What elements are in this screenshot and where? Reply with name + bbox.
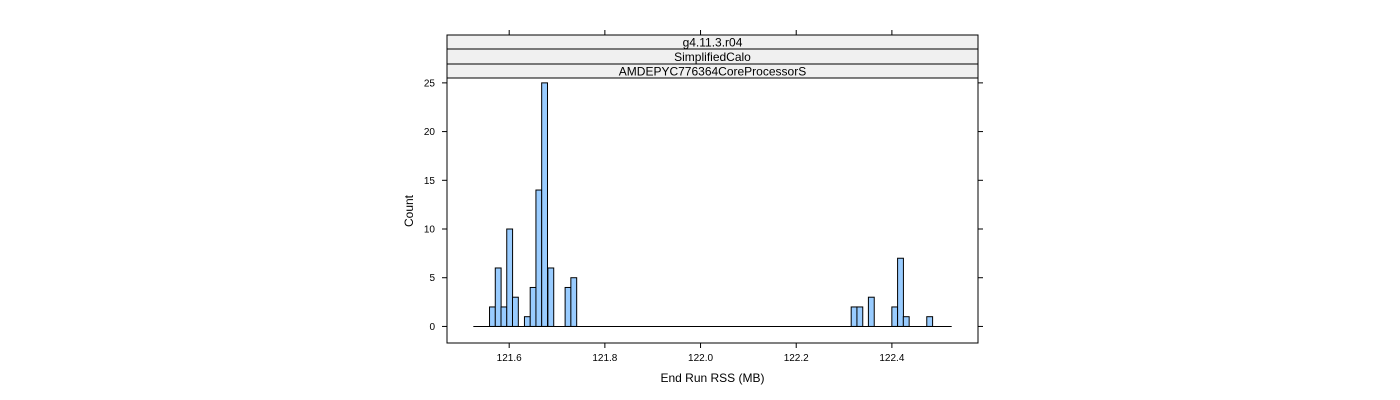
y-axis-label: Count xyxy=(402,194,416,227)
histogram-bar xyxy=(506,228,514,327)
histogram-bars xyxy=(489,82,934,327)
y-tick-label: 10 xyxy=(424,225,436,236)
y-tick-label: 25 xyxy=(424,78,436,89)
x-tick-label: 121.6 xyxy=(497,353,522,364)
histogram-bar xyxy=(564,286,572,327)
x-axis-label: End Run RSS (MB) xyxy=(660,371,764,385)
x-tick-label: 122.0 xyxy=(688,353,713,364)
x-tick-label: 122.4 xyxy=(879,353,904,364)
strip-header: g4.11.3.r04 SimplifiedCalo AMDEPYC776364… xyxy=(446,34,979,79)
y-tick-label: 20 xyxy=(424,127,436,138)
histogram-bar xyxy=(500,306,508,327)
strip-1-label: g4.11.3.r04 xyxy=(683,36,743,50)
histogram-bar xyxy=(902,316,910,327)
histogram-bar xyxy=(529,286,537,327)
y-tick-label: 5 xyxy=(429,273,435,284)
histogram-bar xyxy=(891,306,899,327)
histogram-bar xyxy=(867,296,875,327)
histogram-bar xyxy=(511,296,519,327)
histogram-bar xyxy=(535,189,543,327)
histogram-bar xyxy=(926,316,934,327)
histogram-bar xyxy=(489,306,496,327)
histogram-bar xyxy=(523,316,531,327)
x-tick-label: 122.2 xyxy=(784,353,809,364)
x-tick-label: 121.8 xyxy=(592,353,617,364)
axes-ticks: 121.6 121.8 122.0 122.2 122.4 0 5 10 15 20 25 xyxy=(424,30,983,364)
histogram-bar xyxy=(494,267,502,327)
histogram-bar xyxy=(850,306,858,327)
y-tick-label: 0 xyxy=(429,322,435,333)
histogram-bar xyxy=(570,277,578,327)
histogram-bar xyxy=(547,267,555,327)
strip-2-label: SimplifiedCalo xyxy=(674,50,751,64)
histogram-bar xyxy=(541,82,549,327)
strip-3-label: AMDEPYC776364CoreProcessorS xyxy=(619,65,806,79)
plot-frame xyxy=(446,77,979,344)
y-tick-label: 15 xyxy=(424,176,436,187)
histogram-bar xyxy=(856,306,864,327)
histogram-bar xyxy=(897,257,904,327)
